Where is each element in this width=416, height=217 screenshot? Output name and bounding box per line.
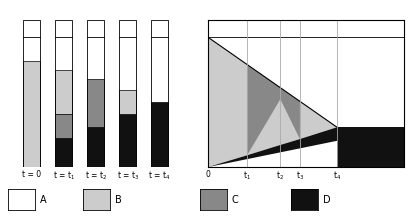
Text: A: A xyxy=(40,195,47,205)
Polygon shape xyxy=(208,127,404,167)
Bar xyxy=(23,20,40,37)
Bar xyxy=(119,37,136,90)
Bar xyxy=(55,70,72,114)
Polygon shape xyxy=(337,127,404,167)
Bar xyxy=(23,61,40,167)
Bar xyxy=(23,37,40,61)
Text: D: D xyxy=(323,195,331,205)
Bar xyxy=(55,114,72,138)
Bar xyxy=(87,79,104,127)
Bar xyxy=(119,114,136,167)
Bar xyxy=(151,20,168,167)
Bar xyxy=(151,102,168,167)
Polygon shape xyxy=(247,64,300,155)
Bar xyxy=(87,37,104,79)
Bar xyxy=(55,138,72,167)
Bar xyxy=(119,20,136,167)
Polygon shape xyxy=(208,20,404,37)
Polygon shape xyxy=(208,37,337,167)
Text: B: B xyxy=(115,195,122,205)
Bar xyxy=(119,90,136,114)
Bar xyxy=(87,20,104,167)
Bar xyxy=(87,127,104,167)
Bar xyxy=(55,20,72,37)
Bar xyxy=(87,20,104,37)
Text: C: C xyxy=(232,195,238,205)
Bar xyxy=(23,20,40,167)
Bar xyxy=(151,20,168,37)
Text: t: t xyxy=(415,168,416,178)
Bar xyxy=(119,20,136,37)
Bar xyxy=(151,37,168,102)
Bar xyxy=(55,37,72,70)
Bar xyxy=(55,20,72,167)
